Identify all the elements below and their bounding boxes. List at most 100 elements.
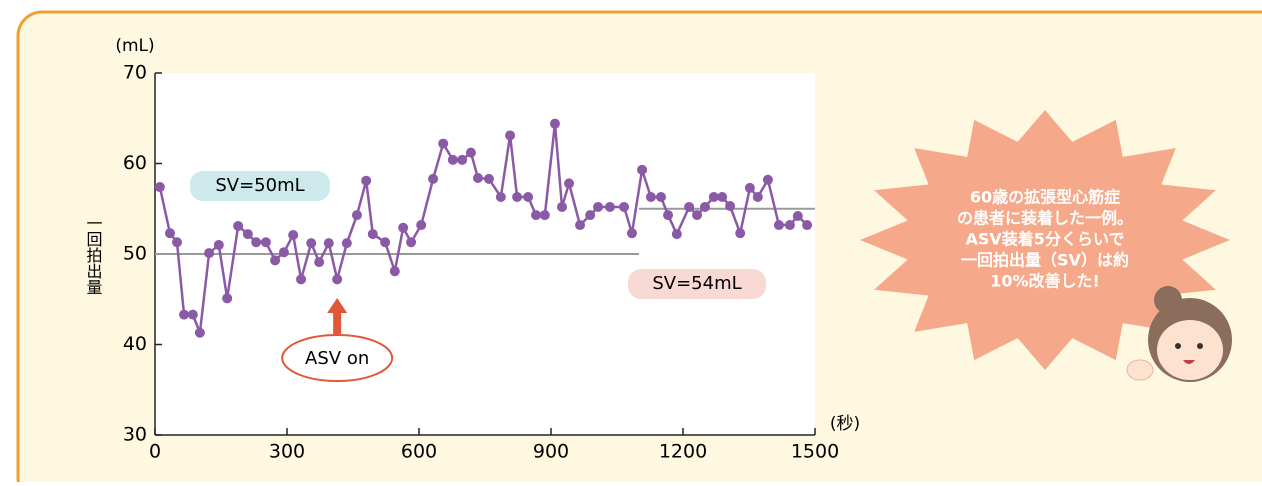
data-point (351, 210, 362, 221)
data-point (752, 191, 763, 202)
data-point (593, 201, 604, 212)
data-point (179, 309, 190, 320)
reference-label: SV=50mL (215, 175, 304, 196)
data-point (332, 274, 343, 285)
data-point (512, 191, 523, 202)
data-point (222, 293, 233, 304)
eye (1197, 343, 1203, 349)
x-tick-label: 300 (269, 441, 305, 463)
face (1157, 320, 1223, 380)
data-point (472, 172, 483, 183)
callout-text: 一回拍出量（SV）は約 (961, 251, 1129, 270)
y-tick-label: 60 (123, 152, 147, 174)
hand (1126, 359, 1154, 381)
data-point (700, 201, 710, 212)
callout-text: ASV装着5分くらいで (966, 230, 1125, 249)
face-hair-bun (1154, 286, 1182, 314)
y-tick-label: 70 (123, 62, 147, 84)
data-point (575, 220, 586, 231)
data-point (505, 130, 516, 141)
data-point (296, 274, 307, 285)
x-tick-label: 1500 (791, 441, 839, 463)
eye (1175, 343, 1181, 349)
data-point (341, 238, 352, 249)
event-ellipse (281, 334, 394, 382)
reference-label-box (190, 171, 330, 201)
data-point (187, 309, 198, 320)
data-point (637, 164, 648, 175)
data-point (213, 239, 224, 250)
data-point (380, 237, 391, 248)
y-label: 一回拍出量 (84, 215, 103, 295)
mouth (1183, 360, 1195, 364)
callout-text: 60歳の拡張型心筋症 (970, 188, 1120, 207)
data-point (154, 182, 165, 193)
data-point (314, 257, 325, 268)
data-point (361, 175, 372, 186)
data-point (495, 191, 506, 202)
data-point (438, 138, 449, 149)
data-point (539, 210, 550, 221)
data-point (270, 255, 281, 266)
event-arrow-head (327, 298, 348, 313)
data-point (663, 210, 674, 221)
data-point (735, 228, 746, 239)
data-point (367, 229, 378, 240)
data-point (684, 201, 695, 212)
data-point (288, 229, 299, 240)
data-point (406, 237, 417, 248)
callout-text: 10%改善した! (990, 272, 1100, 291)
y-tick-label: 30 (123, 424, 147, 446)
data-point (626, 228, 637, 239)
data-point (416, 220, 427, 231)
data-point (251, 237, 262, 248)
data-point (645, 191, 656, 202)
y-unit: (mL) (115, 36, 154, 56)
data-point (457, 154, 468, 165)
data-point (531, 210, 542, 221)
x-tick-label: 1200 (659, 441, 707, 463)
y-tick-label: 50 (123, 243, 147, 265)
data-point (656, 191, 666, 202)
data-point (523, 191, 534, 202)
data-point (233, 220, 244, 231)
data-point (549, 118, 560, 129)
callout-burst (860, 110, 1230, 370)
event-arrow-shaft (333, 312, 342, 334)
data-point (428, 173, 439, 184)
data-point (725, 201, 736, 212)
data-point (671, 229, 682, 240)
data-point (604, 201, 615, 212)
data-point (194, 327, 205, 338)
data-point (744, 182, 755, 193)
data-point (323, 238, 334, 249)
data-point (802, 220, 813, 231)
data-point (164, 228, 175, 239)
data-point (792, 210, 803, 221)
data-point (204, 248, 215, 259)
x-tick-label: 0 (149, 441, 161, 463)
data-point (260, 237, 271, 248)
x-tick-label: 600 (401, 441, 437, 463)
data-point (585, 210, 596, 221)
event-label: ASV on (305, 348, 369, 369)
data-point (398, 222, 409, 233)
data-point (447, 154, 458, 165)
data-point (389, 266, 400, 277)
x-unit: (秒) (830, 414, 860, 434)
data-point (784, 220, 795, 231)
data-point (557, 201, 567, 212)
y-tick-label: 40 (123, 333, 147, 355)
reference-label-box (628, 269, 766, 299)
data-point (762, 174, 773, 185)
callout-text: の患者に装着した一例。 (957, 209, 1133, 228)
x-tick-label: 900 (533, 441, 569, 463)
data-point (773, 220, 784, 231)
data-point (242, 229, 253, 240)
data-point (172, 237, 182, 248)
data-point (306, 238, 317, 249)
data-point (465, 147, 476, 158)
reference-label: SV=54mL (652, 273, 741, 294)
data-point (564, 178, 575, 189)
